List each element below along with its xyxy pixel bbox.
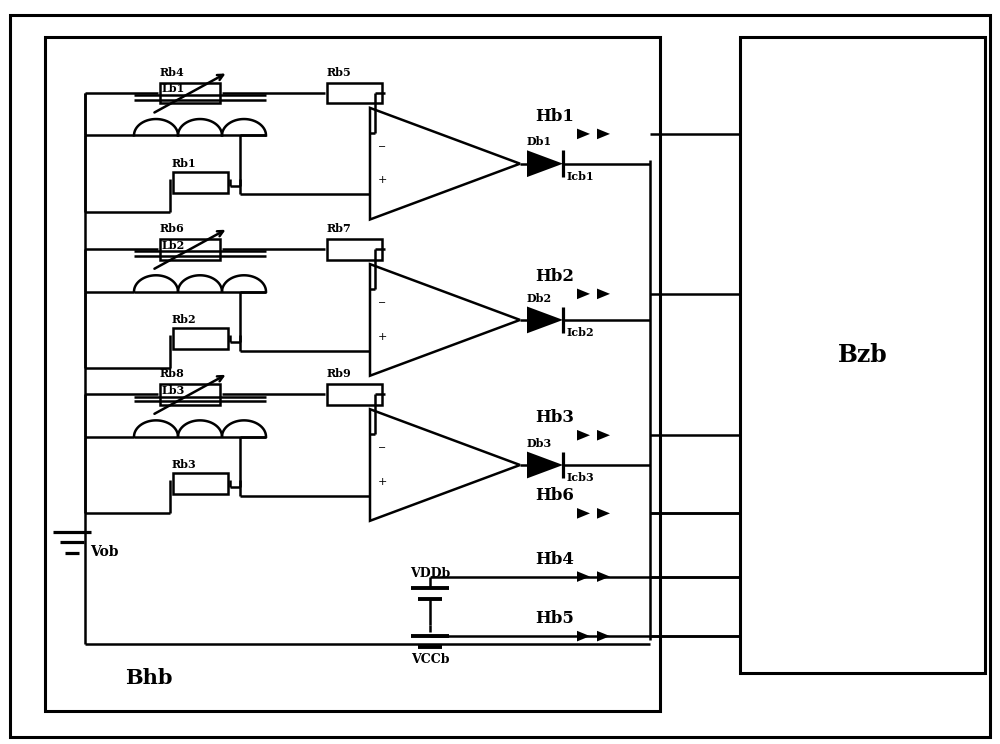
Text: Rb3: Rb3: [172, 459, 197, 470]
Bar: [160, 384, 220, 405]
Bar: [160, 239, 220, 260]
Polygon shape: [527, 150, 563, 177]
Polygon shape: [597, 508, 610, 519]
Polygon shape: [577, 571, 590, 582]
Text: Icb3: Icb3: [567, 472, 595, 484]
Text: Hb5: Hb5: [535, 610, 574, 627]
Bar: [740, 37, 985, 673]
Text: +: +: [378, 176, 387, 185]
Text: Db1: Db1: [527, 136, 552, 147]
Text: Rb5: Rb5: [327, 67, 352, 78]
Bar: [173, 328, 228, 349]
Text: Rb6: Rb6: [160, 223, 185, 234]
Text: Vob: Vob: [90, 545, 119, 559]
Text: Hb1: Hb1: [535, 108, 574, 125]
Bar: [327, 83, 382, 103]
Text: Icb2: Icb2: [567, 327, 595, 339]
Polygon shape: [577, 129, 590, 139]
Text: Rb8: Rb8: [160, 368, 185, 379]
Polygon shape: [527, 307, 563, 333]
Bar: [327, 384, 382, 405]
Polygon shape: [597, 571, 610, 582]
Polygon shape: [597, 129, 610, 139]
Text: Bhb: Bhb: [125, 668, 173, 688]
Polygon shape: [577, 631, 590, 641]
Bar: [327, 239, 382, 260]
Polygon shape: [597, 631, 610, 641]
Text: +: +: [378, 477, 387, 487]
Text: VCCb: VCCb: [411, 653, 449, 666]
Text: −: −: [378, 443, 386, 453]
Text: −: −: [378, 298, 386, 308]
Polygon shape: [577, 430, 590, 440]
Polygon shape: [577, 508, 590, 519]
Text: Db3: Db3: [527, 437, 552, 449]
Text: VDDb: VDDb: [410, 568, 450, 580]
Text: Lb2: Lb2: [162, 240, 185, 251]
Polygon shape: [577, 289, 590, 299]
Polygon shape: [527, 452, 563, 478]
Text: Rb1: Rb1: [172, 158, 197, 169]
Text: Bzb: Bzb: [838, 343, 887, 368]
Text: Hb4: Hb4: [535, 551, 574, 568]
Text: Rb7: Rb7: [327, 223, 352, 234]
Text: +: +: [378, 332, 387, 341]
Polygon shape: [597, 430, 610, 440]
Text: Hb2: Hb2: [535, 268, 574, 285]
Text: Lb1: Lb1: [162, 83, 185, 94]
Text: −: −: [378, 142, 386, 152]
Bar: [173, 172, 228, 193]
Text: Db2: Db2: [527, 292, 552, 304]
Bar: [160, 83, 220, 103]
Text: Rb4: Rb4: [160, 67, 185, 78]
Polygon shape: [597, 289, 610, 299]
Bar: [173, 473, 228, 494]
Text: Lb3: Lb3: [162, 385, 185, 396]
Text: Icb1: Icb1: [567, 171, 595, 182]
Text: Rb2: Rb2: [172, 314, 197, 325]
Bar: [45, 37, 660, 711]
Text: Hb3: Hb3: [535, 409, 574, 426]
Text: Hb6: Hb6: [535, 487, 574, 504]
Text: Rb9: Rb9: [327, 368, 352, 379]
